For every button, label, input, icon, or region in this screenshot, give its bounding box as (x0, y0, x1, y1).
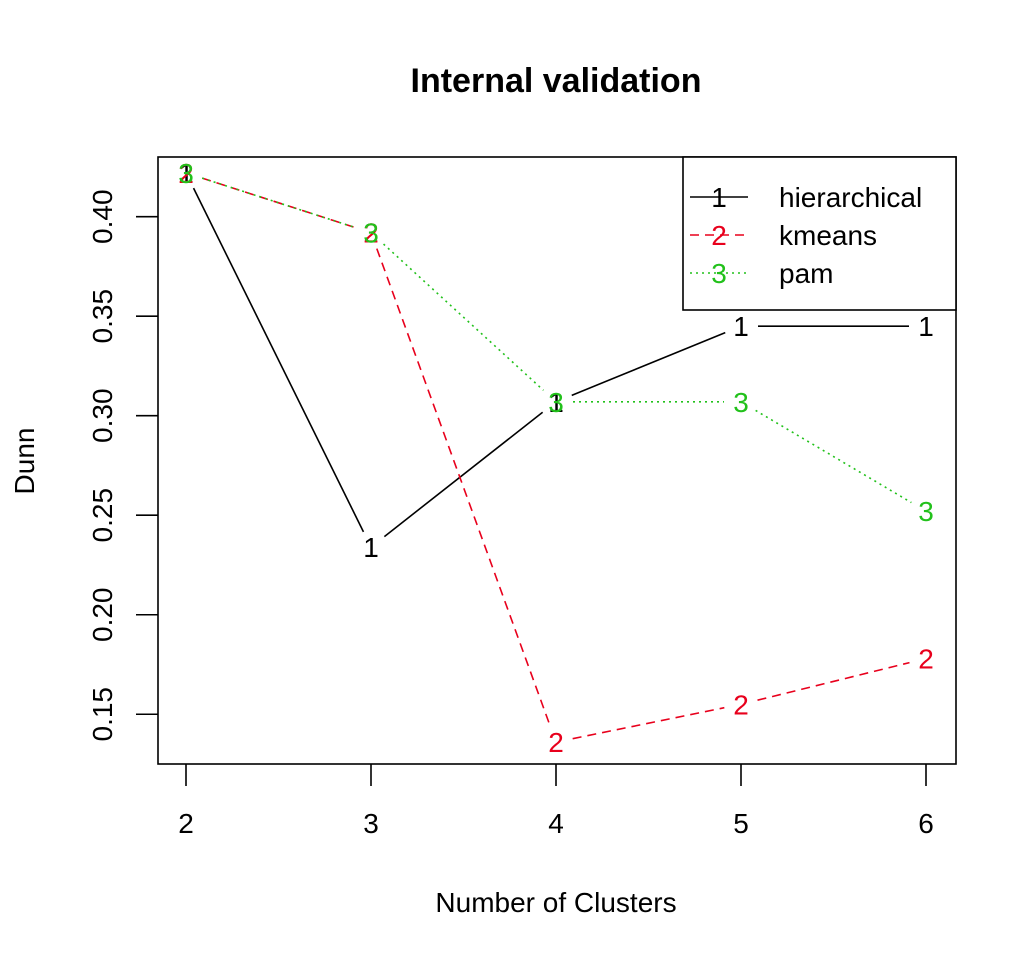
y-tick-label: 0.40 (87, 189, 118, 244)
x-tick-label: 6 (918, 808, 934, 839)
series-line-segment (192, 187, 365, 533)
y-tick-label: 0.20 (87, 587, 118, 642)
data-point-marker: 2 (733, 689, 749, 720)
legend-label: kmeans (779, 220, 877, 251)
series-line-segment (376, 248, 551, 727)
x-axis-label: Number of Clusters (435, 887, 676, 918)
y-tick-label: 0.15 (87, 687, 118, 742)
data-point-marker: 2 (178, 158, 194, 189)
data-point-marker: 1 (363, 532, 379, 563)
legend-label: hierarchical (779, 182, 922, 213)
plot-frame (157, 156, 957, 765)
data-point-marker: 2 (918, 644, 934, 675)
series-pam: 3 3 3 3 3 (178, 158, 934, 527)
x-tick-label: 2 (178, 808, 194, 839)
data-point-marker: 1 (178, 158, 194, 189)
legend: 1 hierarchical 2 kmeans 3 pam (682, 156, 957, 311)
y-axis: 0.15 0.20 0.25 0.30 0.35 0.40 (87, 189, 158, 741)
data-point-marker: 2 (363, 218, 379, 249)
legend-box (682, 156, 957, 311)
data-point-marker: 1 (548, 387, 564, 418)
series-line-segment (201, 177, 356, 229)
data-point-marker: 1 (733, 311, 749, 342)
y-tick-label: 0.25 (87, 488, 118, 543)
chart-title: Internal validation (411, 62, 702, 100)
legend-label: pam (779, 258, 833, 289)
series-line-segment (757, 661, 910, 701)
series-line-segment (755, 409, 912, 504)
y-tick-label: 0.35 (87, 289, 118, 344)
data-point-marker: 2 (548, 727, 564, 758)
y-tick-label: 0.30 (87, 388, 118, 443)
series-line-segment (201, 177, 356, 229)
series-hierarchical: 1 1 1 1 1 (178, 158, 934, 563)
series-line-segment (383, 243, 544, 391)
legend-marker: 2 (711, 220, 727, 251)
series-line-segment (571, 331, 726, 397)
data-point-marker: 1 (918, 311, 934, 342)
x-axis: 2 3 4 5 6 (178, 764, 934, 839)
legend-marker: 1 (711, 182, 727, 213)
legend-marker: 3 (711, 258, 727, 289)
data-point-marker: 3 (363, 218, 379, 249)
data-point-marker: 3 (178, 158, 194, 189)
data-point-marker: 3 (918, 496, 934, 527)
series-kmeans: 2 2 2 2 2 (178, 158, 934, 758)
x-tick-label: 4 (548, 808, 564, 839)
series-line-segment (572, 706, 725, 740)
x-tick-label: 5 (733, 808, 749, 839)
series-line-segment (383, 411, 544, 538)
x-tick-label: 3 (363, 808, 379, 839)
y-axis-label: Dunn (9, 428, 40, 495)
data-point-marker: 3 (733, 387, 749, 418)
data-point-marker: 3 (548, 387, 564, 418)
